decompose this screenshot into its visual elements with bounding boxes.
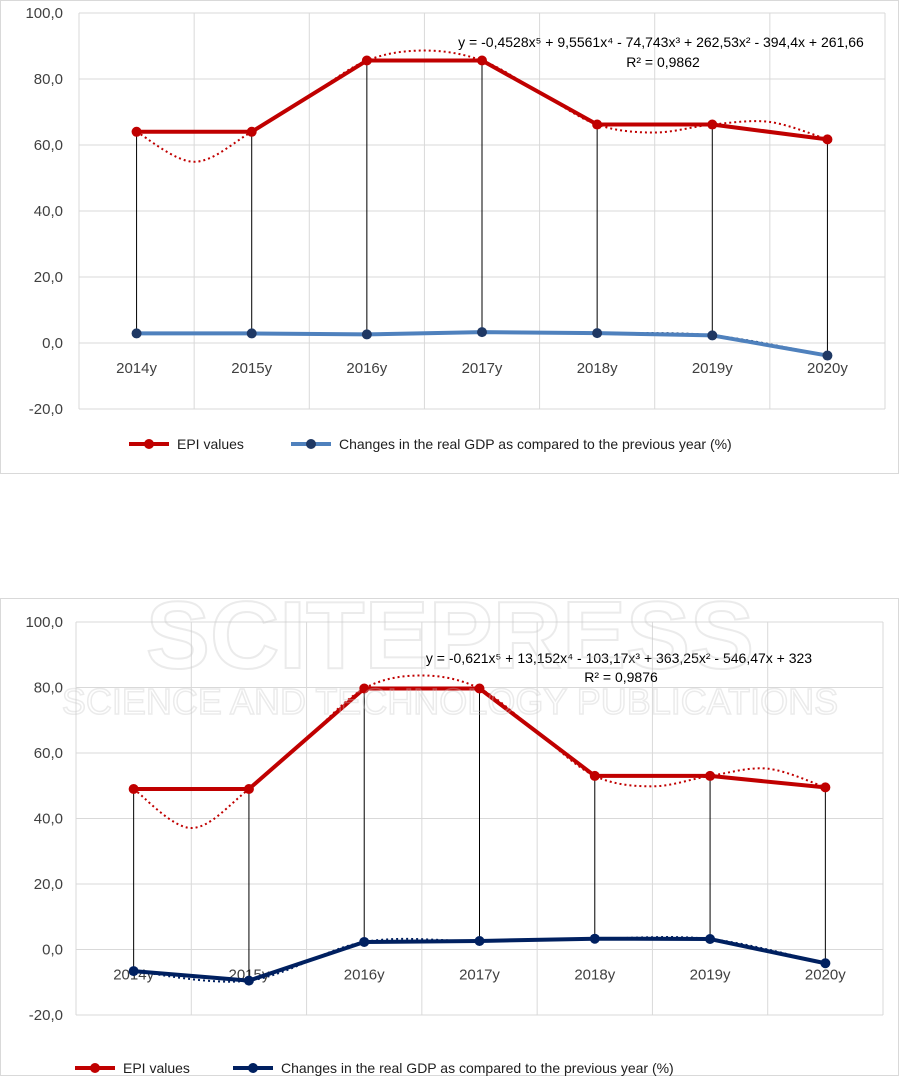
chart-epi-gdp-2: 100,080,060,040,020,00,0-20,02014y2015y2… [0, 598, 899, 1076]
epi-point [592, 119, 603, 130]
y-tick-label: 60,0 [34, 137, 63, 154]
gdp-point [592, 328, 603, 339]
legend-gdp-label: Changes in the real GDP as compared to t… [339, 436, 732, 452]
legend-gdp-marker [248, 1063, 258, 1073]
epi-point [820, 782, 831, 793]
gdp-point [705, 934, 716, 945]
chart-epi-gdp-1: 100,0 80,0 60,0 40,0 20,0 0,0 -20,0 2014y 2015y 2… [0, 0, 899, 474]
y-tick-label: 80,0 [34, 680, 63, 697]
legend: EPI values Changes in the real GDP as com… [129, 436, 732, 452]
y-tick-label: 20,0 [34, 876, 63, 893]
y-tick-label: 80,0 [34, 71, 63, 88]
x-tick-label: 2015y [231, 360, 272, 377]
gdp-point [243, 975, 254, 986]
legend-gdp-marker [306, 439, 316, 449]
y-tick-label: 100,0 [25, 614, 63, 631]
y-axis-labels: 100,0 80,0 60,0 40,0 20,0 0,0 -20,0 [25, 614, 63, 1024]
drop-lines [136, 60, 828, 356]
markers [128, 683, 831, 986]
epi-point [246, 126, 257, 137]
epi-point [131, 126, 142, 137]
legend-epi-marker [90, 1063, 100, 1073]
legend-epi-marker [144, 439, 154, 449]
epi-point [361, 55, 372, 66]
gdp-point [820, 958, 831, 969]
gdp-point [359, 936, 370, 947]
y-tick-label: 0,0 [42, 335, 63, 352]
gdp-point [361, 329, 372, 340]
epi-point [705, 770, 716, 781]
legend-epi-label: EPI values [177, 436, 244, 452]
markers [131, 55, 833, 361]
epi-point [474, 683, 485, 694]
x-tick-label: 2017y [459, 967, 500, 984]
y-tick-label: 100,0 [25, 5, 63, 22]
x-axis-labels: 2014y 2015y 2016y 2017y 2018y 2019y 2020y [116, 360, 848, 377]
gdp-point [477, 327, 487, 338]
legend-epi-label: EPI values [123, 1060, 190, 1076]
y-tick-label: 0,0 [42, 942, 63, 959]
gdp-point [474, 935, 485, 946]
drop-lines [133, 688, 826, 981]
x-tick-label: 2020y [807, 360, 848, 377]
epi-point [822, 134, 833, 145]
epi-point [589, 770, 600, 781]
x-tick-label: 2016y [346, 360, 387, 377]
gdp-point [707, 330, 718, 341]
legend-gdp-label: Changes in the real GDP as compared to t… [281, 1060, 674, 1076]
chart-2-svg: 100,080,060,040,020,00,0-20,02014y2015y2… [25, 614, 884, 1076]
x-tick-label: 2019y [690, 967, 731, 984]
gdp-point [131, 328, 142, 339]
y-tick-label: -20,0 [29, 1007, 63, 1024]
gdp-point [589, 933, 600, 944]
epi-point [128, 784, 139, 795]
x-tick-label: 2018y [577, 360, 618, 377]
y-axis-labels: 100,0 80,0 60,0 40,0 20,0 0,0 -20,0 [25, 5, 63, 418]
x-tick-label: 2020y [805, 967, 846, 984]
trendline-r2: R² = 0,9862 [626, 54, 700, 70]
trendline-equation: y = -0,621x⁵ + 13,152x⁴ - 103,17x³ + 363… [426, 650, 812, 666]
x-tick-label: 2018y [574, 967, 615, 984]
trendline-equation: y = -0,4528x⁵ + 9,5561x⁴ - 74,743x³ + 26… [458, 34, 864, 50]
y-tick-label: 40,0 [34, 811, 63, 828]
epi-point [243, 784, 254, 795]
x-tick-label: 2014y [116, 360, 157, 377]
y-tick-label: -20,0 [29, 401, 63, 418]
legend: EPI values Changes in the real GDP as com… [75, 1060, 674, 1076]
y-tick-label: 40,0 [34, 203, 63, 220]
epi-point [359, 683, 370, 694]
x-tick-label: 2019y [692, 360, 733, 377]
gdp-point [246, 328, 257, 339]
x-tick-label: 2017y [462, 360, 503, 377]
y-tick-label: 20,0 [34, 269, 63, 286]
epi-point [707, 119, 718, 130]
gdp-point [822, 350, 833, 361]
epi-point [477, 55, 487, 66]
x-tick-label: 2016y [344, 967, 385, 984]
gdp-point [128, 966, 139, 977]
trendline-r2: R² = 0,9876 [584, 669, 658, 685]
y-tick-label: 60,0 [34, 745, 63, 762]
